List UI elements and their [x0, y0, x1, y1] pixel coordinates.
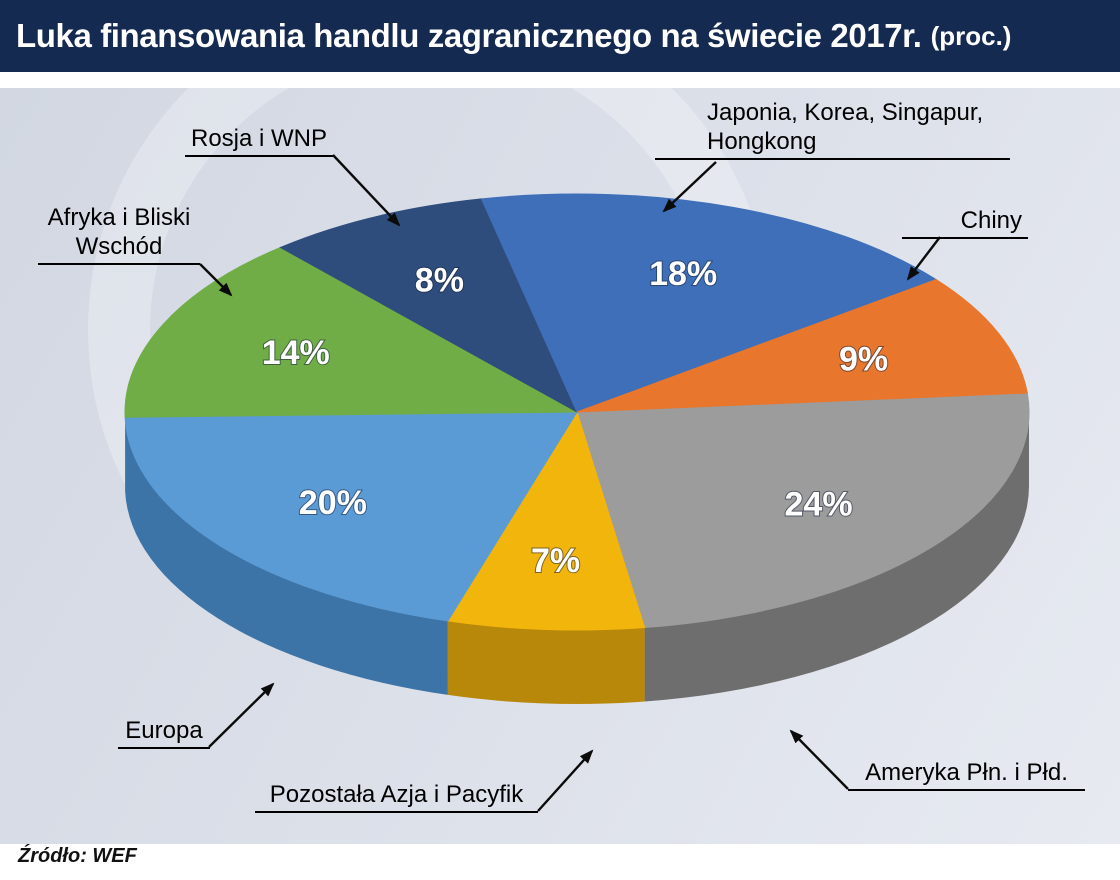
slice-label-europa: Europa: [118, 716, 210, 749]
leader-arrow-ameryka: [789, 729, 849, 790]
pie-slice-rosja-wnp: [279, 198, 579, 414]
leader-arrow-europa: [208, 682, 275, 748]
slice-label-rosja-wnp: Rosja i WNP: [185, 124, 333, 157]
pie-slice-side-pozostala-azja: [447, 620, 645, 704]
percent-label-afryka: 14%: [262, 334, 330, 372]
pie-slice-side-ameryka: [644, 412, 1029, 702]
percent-label-ameryka: 24%: [785, 486, 853, 524]
leader-arrow-pozostala-azja: [537, 749, 594, 812]
leader-arrow-japonia: [662, 161, 717, 213]
percent-label-rosja-wnp: 8%: [415, 261, 464, 299]
title-bar: Luka finansowania handlu zagranicznego n…: [0, 0, 1120, 72]
page-title: Luka finansowania handlu zagranicznego n…: [16, 17, 922, 54]
source-note: Źródło: WEF: [18, 845, 137, 867]
slice-label-ameryka: Ameryka Płn. i Płd.: [848, 758, 1085, 791]
percent-label-japonia: 18%: [649, 255, 717, 293]
slice-label-chiny: Chiny: [902, 206, 1028, 239]
percent-label-chiny: 9%: [839, 340, 888, 378]
pie-slice-chiny: [576, 279, 1028, 413]
slice-label-pozostala-azja: Pozostała Azja i Pacyfik: [255, 780, 538, 813]
pie-slice-europa: [124, 411, 578, 622]
slice-label-japonia: Japonia, Korea, Singapur, Hongkong: [655, 98, 1010, 160]
percent-label-pozostala-azja: 7%: [531, 542, 580, 580]
pie-slice-afryka: [124, 246, 579, 418]
leader-arrow-chiny: [906, 236, 941, 281]
slice-label-afryka: Afryka i Bliski Wschód: [38, 203, 200, 265]
percent-label-europa: 20%: [299, 484, 367, 522]
pie-slice-japonia: [480, 193, 938, 413]
page-title-suffix: (proc.): [930, 20, 1012, 51]
pie-slice-side-europa: [125, 417, 448, 695]
leader-arrow-afryka: [199, 263, 233, 297]
pie-slice-ameryka: [576, 392, 1030, 629]
leader-arrow-rosja-wnp: [332, 154, 401, 227]
pie-slice-pozostala-azja: [447, 410, 646, 631]
